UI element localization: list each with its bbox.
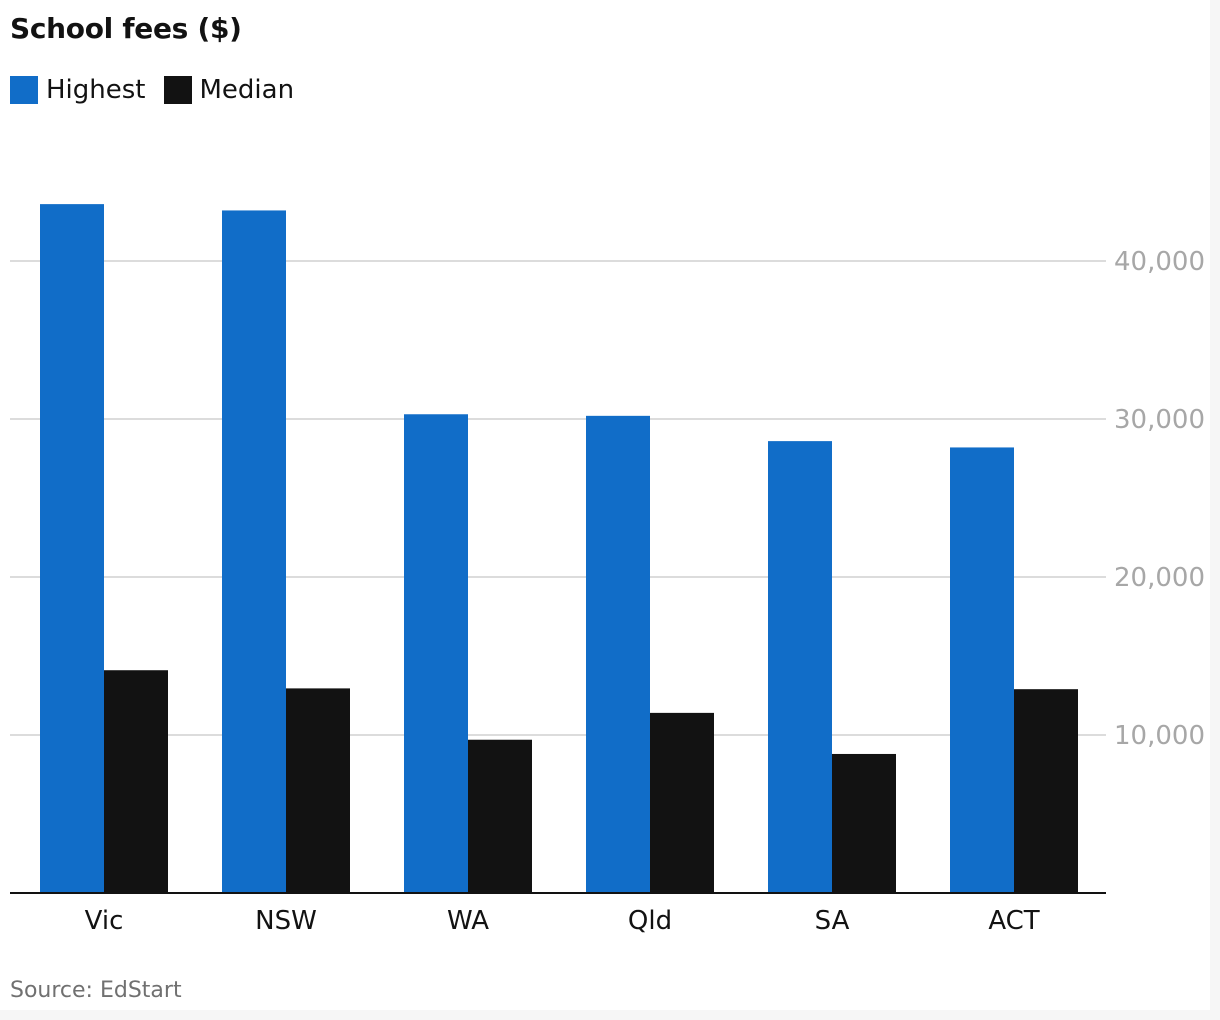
- x-tick-label: NSW: [255, 906, 317, 936]
- bar-median-nsw: [286, 688, 350, 893]
- y-tick-label: 30,000: [1114, 405, 1205, 435]
- legend-swatch-highest: [10, 76, 38, 104]
- legend-swatch-median: [163, 76, 192, 104]
- bar-highest-qld: [586, 415, 650, 893]
- bar-median-wa: [468, 739, 532, 893]
- bar-median-qld: [650, 712, 714, 893]
- y-tick-label: 20,000: [1114, 563, 1205, 593]
- bar-highest-nsw: [222, 210, 286, 893]
- bar-highest-wa: [404, 414, 468, 893]
- legend-item-highest: Highest: [10, 75, 146, 105]
- legend-item-median: Median: [163, 75, 295, 105]
- bar-median-vic: [104, 670, 168, 893]
- bar-chart: 10,000 20,000 30,000 40,000 Vic NSW WA Qld SA ACT: [10, 204, 1205, 936]
- bar-highest-sa: [768, 441, 832, 893]
- bar-highest-vic: [40, 204, 104, 893]
- x-tick-label: SA: [815, 906, 850, 936]
- legend-label-highest: Highest: [46, 75, 146, 105]
- legend-label-median: Median: [199, 75, 295, 105]
- x-tick-label: Qld: [628, 906, 672, 936]
- chart-title: School fees ($): [10, 12, 242, 45]
- x-tick-label: Vic: [85, 906, 124, 936]
- bar-median-sa: [832, 753, 896, 893]
- y-tick-label: 10,000: [1114, 721, 1205, 751]
- source-note: Source: EdStart: [10, 978, 182, 1003]
- x-tick-label: WA: [447, 906, 489, 936]
- chart-legend: Highest Median: [10, 72, 312, 108]
- bar-highest-act: [950, 447, 1014, 893]
- y-tick-label: 40,000: [1114, 247, 1205, 277]
- bar-median-act: [1014, 689, 1078, 893]
- x-tick-label: ACT: [988, 906, 1039, 936]
